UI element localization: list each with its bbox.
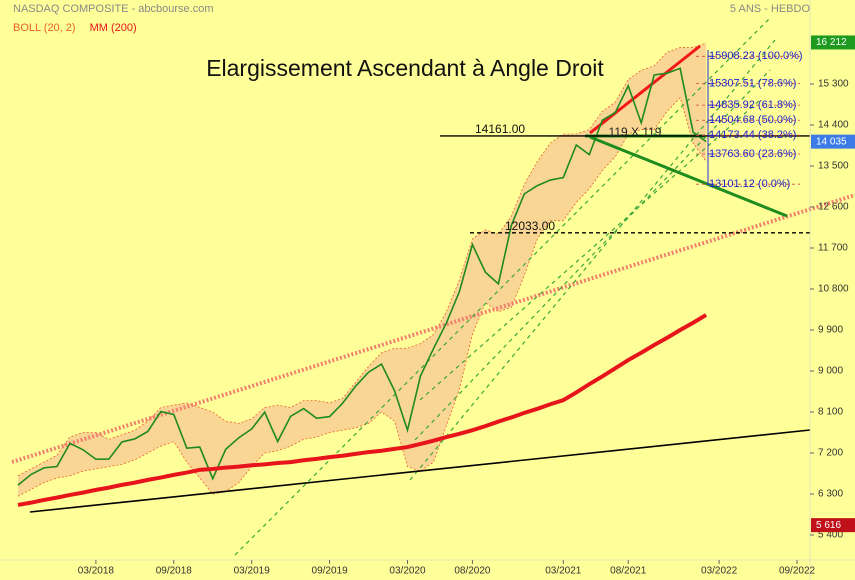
- dotted-channel-line: [11, 193, 855, 464]
- fib-label: 14835.92 (61.8%): [709, 99, 796, 111]
- price-tag-label: 5 616: [816, 520, 841, 531]
- x-tick-label: 08/2020: [454, 566, 491, 577]
- bollinger-lower: [17, 96, 707, 497]
- fib-label: 14173.44 (38.2%): [709, 129, 796, 141]
- fib-label: 13101.12 (0.0%): [709, 178, 790, 190]
- fib-label: 15908.23 (100.0%): [709, 50, 803, 62]
- x-tick-label: 09/2022: [779, 566, 816, 577]
- green-dashed-line: [419, 99, 761, 401]
- x-tick-label: 03/2021: [545, 566, 582, 577]
- chart-title: Elargissement Ascendant à Angle Droit: [206, 55, 604, 81]
- y-tick-label: 10 800: [818, 284, 849, 295]
- y-tick-label: 12 600: [818, 202, 849, 213]
- moving-average-line: [17, 313, 708, 507]
- y-tick-label: 11 700: [818, 243, 848, 254]
- fib-label: 14504.68 (50.0%): [709, 114, 796, 126]
- x-tick-label: 03/2022: [701, 566, 738, 577]
- legend-entry: MM (200): [90, 22, 137, 34]
- y-tick-label: 15 300: [818, 79, 849, 90]
- price-tag: [811, 134, 855, 149]
- y-tick-label: 9 900: [818, 325, 843, 336]
- x-tick-label: 03/2018: [78, 566, 115, 577]
- legend-entry: BOLL (20, 2): [13, 22, 76, 34]
- green-trend-line: [589, 135, 788, 218]
- x-tick-label: 08/2021: [610, 566, 647, 577]
- price-tag-label: 16 212: [816, 37, 847, 48]
- fib-label: 13763.60 (23.6%): [709, 148, 796, 160]
- x-tick-label: 03/2019: [234, 566, 271, 577]
- period-label: 5 ANS - HEBDO: [730, 3, 811, 15]
- header-title: NASDAQ COMPOSITE - abcbourse.com: [13, 3, 214, 15]
- y-tick-label: 8 100: [818, 407, 843, 418]
- price-line: [17, 67, 707, 486]
- fib-label: 15307.51 (78.6%): [709, 78, 796, 90]
- bands-layer: [17, 42, 707, 497]
- green-dashed-line: [414, 69, 771, 441]
- y-tick-label: 13 500: [818, 161, 849, 172]
- annotation: 119 X 119: [609, 125, 662, 139]
- price-tag: [811, 35, 855, 50]
- price-tag: [811, 518, 855, 533]
- y-tick-label: 5 400: [818, 530, 843, 541]
- y-tick-label: 7 200: [818, 448, 843, 459]
- level-label: 12033.00: [505, 219, 555, 233]
- level-label: 14161.00: [475, 122, 525, 136]
- resistance-line: [589, 44, 701, 135]
- price-tag-label: 14 035: [816, 136, 847, 147]
- x-tick-label: 09/2019: [312, 566, 349, 577]
- bollinger-area: [17, 43, 707, 497]
- support-line: [29, 429, 811, 513]
- bollinger-upper: [17, 42, 707, 477]
- y-tick-label: 9 000: [818, 366, 843, 377]
- y-tick-label: 14 400: [818, 120, 849, 131]
- x-tick-label: 09/2018: [156, 566, 193, 577]
- plot-layer: 14161.00 12033.00 15908.23 (100.0%) 15307.5…: [17, 50, 810, 507]
- x-tick-label: 03/2020: [389, 566, 426, 577]
- y-tick-label: 6 300: [818, 489, 843, 500]
- green-dashed-line: [234, 17, 771, 556]
